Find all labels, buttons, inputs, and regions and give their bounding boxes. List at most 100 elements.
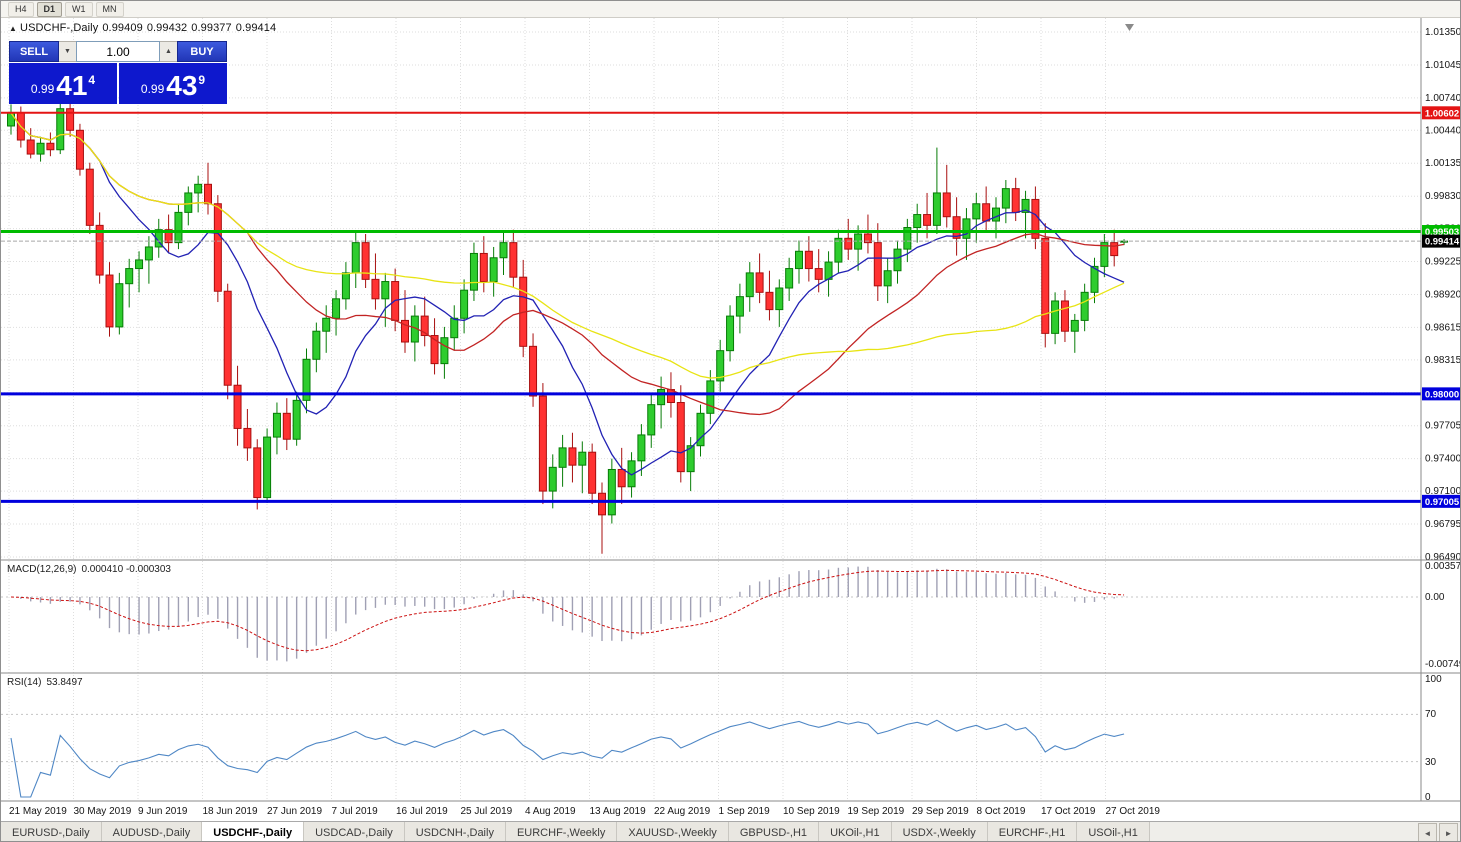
ohlc-low: 0.99377 (191, 22, 232, 34)
macd-axis-label: -0.00749 (1425, 659, 1461, 670)
rsi-axis-label: 100 (1425, 674, 1442, 685)
price-axis-label: 1.01045 (1425, 60, 1461, 71)
rsi-line (10, 719, 1125, 798)
grid: 1.013501.010451.007401.004401.001350.998… (1, 18, 1461, 817)
timeframe-button-w1[interactable]: W1 (65, 1, 93, 17)
sell-price-prefix: 0.99 (30, 82, 55, 96)
price-axis-label: 0.98920 (1425, 289, 1461, 300)
buy-price-prefix: 0.99 (140, 82, 165, 96)
tab-usoil-h1[interactable]: USOil-,H1 (1077, 822, 1150, 841)
rsi-indicator-label: RSI(14) 53.8497 (7, 677, 88, 688)
timeframe-button-d1[interactable]: D1 (36, 1, 63, 17)
timeframe-toolbar: H4 D1 W1 MN (1, 1, 1460, 18)
hline-badge (1422, 387, 1460, 401)
date-axis-label: 8 Oct 2019 (977, 806, 1026, 817)
rsi-axis-label: 30 (1425, 757, 1437, 768)
current-price-badge (1422, 234, 1460, 248)
tab-gbpusd-h1[interactable]: GBPUSD-,H1 (728, 822, 820, 841)
buy-button[interactable]: BUY (177, 41, 227, 62)
volume-decrease-button[interactable]: ▼ (59, 41, 76, 62)
price-axis-label: 0.98615 (1425, 322, 1461, 333)
ma-10-line (10, 112, 1125, 476)
price-axis-label: 0.96795 (1425, 519, 1461, 530)
date-axis-label: 10 Sep 2019 (783, 806, 840, 817)
date-axis-label: 29 Sep 2019 (912, 806, 969, 817)
date-axis-label: 18 Jun 2019 (203, 806, 258, 817)
sell-price-display[interactable]: 0.99 41 4 (9, 63, 117, 104)
tab-eurchf-h1[interactable]: EURCHF-,H1 (987, 822, 1078, 841)
tab-usdx-weekly[interactable]: USDX-,Weekly (891, 822, 988, 841)
buy-price-big: 43 (166, 70, 198, 101)
sell-button[interactable]: SELL (9, 41, 59, 62)
macd-pane: 0.003574 0.00 -0.00749 (1, 561, 1461, 670)
timeframe-button-h4[interactable]: H4 (8, 1, 34, 17)
tab-eurusd-daily[interactable]: EURUSD-,Daily (1, 822, 102, 841)
date-axis-label: 7 Jul 2019 (332, 806, 379, 817)
buy-price-sup: 9 (198, 73, 206, 87)
rsi-pane: 100 70 30 0 (1, 674, 1442, 803)
chart-shift-marker-icon[interactable] (1125, 24, 1134, 31)
tab-usdchf-daily[interactable]: USDCHF-,Daily (202, 822, 305, 841)
price-axis-label: 0.98315 (1425, 355, 1461, 366)
candlestick-series (7, 100, 1129, 554)
price-axis-label: 0.96490 (1425, 552, 1461, 563)
date-axis-label: 30 May 2019 (74, 806, 132, 817)
price-axis-label: 1.01350 (1425, 27, 1461, 38)
svg-text:0.98000: 0.98000 (1425, 389, 1459, 400)
date-axis-label: 25 Jul 2019 (461, 806, 513, 817)
chart-symbol-label: USDCHF-,Daily (20, 22, 99, 34)
symbol-tabs: EURUSD-,Daily AUDUSD-,Daily USDCHF-,Daily U… (1, 821, 1460, 841)
date-axis-label: 22 Aug 2019 (654, 806, 711, 817)
date-axis-label: 4 Aug 2019 (525, 806, 576, 817)
ohlc-high: 0.99432 (146, 22, 188, 34)
price-axis-label: 0.97100 (1425, 486, 1461, 497)
tab-scroll-arrows: ◄ ► (1418, 823, 1458, 841)
tab-audusd-daily[interactable]: AUDUSD-,Daily (101, 822, 203, 841)
buy-price-display[interactable]: 0.99 43 9 (119, 63, 227, 104)
price-axis-label: 0.99225 (1425, 257, 1461, 268)
tab-usdcnh-daily[interactable]: USDCNH-,Daily (404, 822, 506, 841)
ohlc-open: 0.99409 (102, 22, 143, 34)
tab-ukoil-h1[interactable]: UKOil-,H1 (819, 822, 892, 841)
ma-25-line (10, 112, 1125, 416)
macd-signal-line (10, 569, 1125, 652)
date-axis-label: 19 Sep 2019 (848, 806, 905, 817)
macd-axis-label: 0.00 (1425, 592, 1445, 603)
date-axis-label: 1 Sep 2019 (719, 806, 771, 817)
chart-ohlc-title: ▲ USDCHF-,Daily 0.99409 0.99432 0.99377 0.994… (9, 22, 280, 34)
macd-axis-label: 0.003574 (1425, 561, 1461, 572)
volume-increase-button[interactable]: ▲ (160, 41, 177, 62)
svg-text:0.99414: 0.99414 (1425, 237, 1460, 248)
date-axis-label: 13 Aug 2019 (590, 806, 647, 817)
svg-text:0.97005: 0.97005 (1425, 497, 1460, 508)
macd-name: MACD(12,26,9) (7, 564, 77, 575)
price-axis-label: 0.97400 (1425, 454, 1461, 465)
tab-xauusd-weekly[interactable]: XAUUSD-,Weekly (617, 822, 729, 841)
price-axis-label: 1.00440 (1425, 125, 1461, 136)
ohlc-close: 0.99414 (235, 22, 277, 34)
svg-text:0.99503: 0.99503 (1425, 227, 1459, 238)
hline-badge (1422, 106, 1460, 120)
sell-price-sup: 4 (88, 73, 96, 87)
volume-input[interactable] (76, 41, 160, 62)
timeframe-button-mn[interactable]: MN (95, 1, 124, 17)
date-axis-label: 27 Jun 2019 (267, 806, 322, 817)
rsi-axis-label: 70 (1425, 709, 1437, 720)
svg-text:1.00602: 1.00602 (1425, 108, 1459, 119)
date-axis-label: 27 Oct 2019 (1106, 806, 1161, 817)
tab-scroll-left-icon[interactable]: ◄ (1418, 823, 1437, 841)
tab-usdcad-daily[interactable]: USDCAD-,Daily (304, 822, 405, 841)
date-axis-label: 17 Oct 2019 (1041, 806, 1096, 817)
macd-indicator-label: MACD(12,26,9) 0.000410 -0.000303 (7, 564, 176, 575)
hline-badge (1422, 494, 1460, 508)
tab-scroll-right-icon[interactable]: ► (1439, 823, 1458, 841)
rsi-value: 53.8497 (46, 677, 83, 688)
date-axis-label: 9 Jun 2019 (138, 806, 188, 817)
symbol-marker-icon: ▲ (9, 24, 18, 33)
one-click-trading-panel: SELL ▼ ▲ BUY 0.99 41 4 0.99 43 9 (9, 41, 227, 104)
tab-eurchf-weekly[interactable]: EURCHF-,Weekly (505, 822, 618, 841)
chart-plot-area[interactable]: 1.013501.010451.007401.004401.001350.998… (1, 18, 1461, 821)
ma-50-line (10, 112, 1125, 379)
rsi-name: RSI(14) (7, 677, 42, 688)
